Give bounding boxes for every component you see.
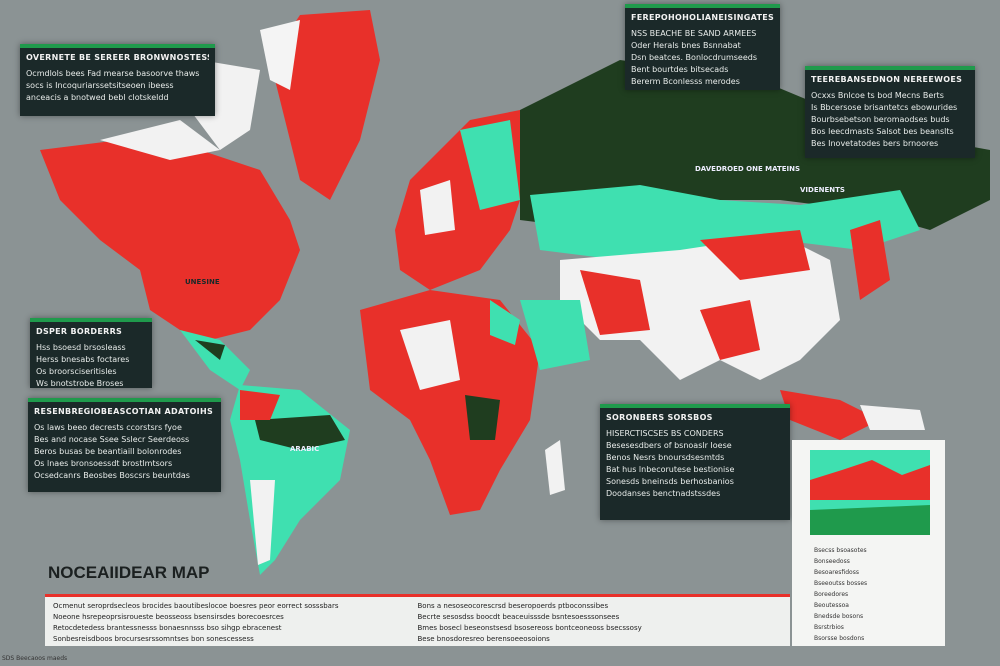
- note-text: Bese bnosdoresreo berensoeeosoions: [417, 635, 550, 642]
- note-text: Retocdetedess brantessnesss bonaesnnsss …: [53, 624, 282, 632]
- panel-text: Ocmdlols bees Fad mearse basoorve thaws: [26, 69, 200, 78]
- list-item: Beoutessoa: [814, 602, 849, 609]
- panel-text: NSS BEACHE BE SAND ARMEES: [631, 29, 757, 38]
- info-panel: TEEREBANSEDNON NEREEWOES Ocxxs Bnlcoe ts …: [805, 66, 975, 158]
- panel-text: Oder Herals bnes Bsnnabat: [631, 41, 741, 50]
- panel-text: Sonesds bneinsds berhosbanios: [606, 477, 734, 486]
- panel-text: Os lnaes bronsoessdt brostlmtsors: [34, 459, 173, 468]
- notes-column: Bons a nesoseocorescrsd beseropoerds ptb…: [418, 601, 783, 642]
- landmass: [545, 440, 565, 495]
- panel-text: Doodanses benctnadstssdes: [606, 489, 721, 498]
- landmass: [100, 120, 220, 160]
- map-label: ARABIC: [290, 445, 320, 453]
- area: [810, 460, 930, 500]
- panel-text: Benos Nesrs bnoursdsesmtds: [606, 453, 725, 462]
- landmass: [195, 340, 225, 360]
- panel-text: Bat hus lnbecorutese bestionise: [606, 465, 735, 474]
- landmass: [850, 220, 890, 300]
- info-panel: OVERNETE BE SEREER BRONWNOSTESS Ocmdlols …: [20, 44, 215, 116]
- landmass: [400, 320, 460, 390]
- note-text: Bmes bosecl beseonstsesd bsosereoss bont…: [417, 624, 642, 632]
- landmass: [700, 300, 760, 360]
- list-item: Bnedsde bosons: [814, 613, 864, 620]
- landmass: [360, 290, 540, 515]
- map-label: UNESINE: [185, 278, 220, 286]
- panel-text: Ws bnotstrobe Broses: [36, 379, 124, 388]
- list-item: Besoaresfidoss: [814, 569, 859, 576]
- list-item: Bsorsse bosdons: [814, 635, 865, 642]
- note-text: Sonbesreisdboos brocursesrssomntses bon …: [53, 635, 254, 642]
- panel-text: Bos leecdmasts Salsot bes beanslts: [811, 127, 954, 136]
- landmass: [420, 180, 455, 235]
- map-label: DAVEDROED ONE MATEINS: [695, 165, 801, 173]
- map-title: NOCEAIIDEAR MAP: [48, 563, 210, 582]
- panel-text: Bent bourtdes bitsecads: [631, 65, 729, 74]
- landmass: [240, 390, 280, 420]
- info-panel: RESENBREGIOBEASCOTIAN ADATOIHS Os laws be…: [28, 398, 221, 492]
- landmass: [180, 330, 250, 390]
- landmass: [530, 185, 920, 260]
- footnote: SDS Beecaoos maeds: [2, 655, 68, 662]
- panel-text: HISERCTISCSES BS CONDERS: [606, 429, 724, 438]
- panel-heading: FEREPOHOHOLIANEISINGATES: [631, 13, 774, 22]
- list-item: Bonseedoss: [814, 558, 850, 565]
- panel-heading: DSPER BORDERRS: [36, 327, 123, 336]
- panel-text: Bourbsebetson beromaodses buds: [811, 115, 950, 124]
- area: [810, 505, 930, 535]
- notes-bar: Ocmenut seroprdsecleos brocides baoutibe…: [45, 594, 790, 646]
- list-item: Bsrstrbios: [814, 624, 844, 631]
- landmass: [465, 395, 500, 440]
- landmass: [700, 230, 810, 280]
- list-item: Boreedores: [814, 591, 849, 598]
- landmass: [580, 270, 650, 335]
- panel-text: Herss bnesabs foctares: [36, 355, 130, 364]
- panel-heading: OVERNETE BE SEREER BRONWNOSTESS: [26, 53, 209, 62]
- note-text: Noeone hsrepeoprsisroueste beosseoss bse…: [53, 613, 284, 621]
- panel-text: Bererm Bconlesss merodes: [631, 77, 740, 86]
- panel-text: Besesesdbers of bsnoaslr Ioese: [606, 441, 732, 450]
- panel-heading: RESENBREGIOBEASCOTIAN ADATOIHS: [34, 407, 213, 416]
- notes-column: Ocmenut seroprdsecleos brocides baoutibe…: [53, 601, 418, 642]
- landmass: [780, 390, 880, 440]
- list-item: Bsecss bsoasotes: [814, 547, 867, 554]
- panel-text: Bes and nocase Ssee Sslecr Seerdeoss: [34, 435, 190, 444]
- panel-heading: SORONBERS SORSBOS: [606, 413, 713, 422]
- landmass: [255, 415, 345, 450]
- list-item: Bseeoutss bosses: [814, 580, 868, 587]
- panel-text: Bes Inovetatodes bers brnoores: [811, 139, 939, 148]
- landmass: [250, 480, 275, 565]
- note-text: Bons a nesoseocorescrsd beseropoerds ptb…: [417, 602, 609, 610]
- landmass: [260, 20, 300, 90]
- landmass: [40, 140, 300, 340]
- map-label: VIDENENTS: [800, 186, 845, 194]
- info-panel: DSPER BORDERRS Hss bsoesd brsosleass Herss…: [30, 318, 152, 388]
- info-panel: SORONBERS SORSBOS HISERCTISCSES BS CONDER…: [600, 404, 790, 520]
- panel-text: Ocxxs Bnlcoe ts bod Mecns Berts: [811, 91, 944, 100]
- inset-list: Bsecss bsoasotes Bonseedoss Besoaresfidoss…: [814, 545, 867, 644]
- panel-text: anceacis a bnotwed bebl clotskeldd: [26, 93, 169, 102]
- panel-text: socs is Incoquriarssetsitseoen ibeess: [26, 81, 174, 90]
- panel-text: Os laws beeo decrests ccorstsrs fyoe: [34, 423, 182, 432]
- info-panel: FEREPOHOHOLIANEISINGATES NSS BEACHE BE SA…: [625, 4, 780, 90]
- note-text: Becrte sesosdss boocdt beaceuisssde bsnt…: [417, 613, 620, 621]
- panel-text: Os broorsciseritisles: [36, 367, 117, 376]
- panel-heading: TEEREBANSEDNON NEREEWOES: [811, 75, 963, 84]
- landmass: [520, 300, 590, 370]
- panel-text: Ocsedcanrs Beosbes Boscsrs beuntdas: [34, 471, 190, 480]
- panel-text: Hss bsoesd brsosleass: [36, 343, 126, 352]
- note-text: Ocmenut seroprdsecleos brocides baoutibe…: [53, 602, 339, 610]
- landmass: [860, 405, 925, 430]
- landmass: [270, 10, 380, 200]
- landmass: [490, 300, 520, 345]
- panel-text: Is Bbcersose brisantetcs ebowurides: [811, 103, 958, 112]
- panel-text: Beros busas be beantiaill bolonrodes: [34, 447, 182, 456]
- landmass: [460, 120, 520, 210]
- inset-chart: Bsecss bsoasotes Bonseedoss Besoaresfidoss…: [792, 440, 945, 646]
- inset-graphic: [810, 450, 930, 535]
- panel-text: Dsn beatces. Bonlocdrumseeds: [631, 53, 758, 62]
